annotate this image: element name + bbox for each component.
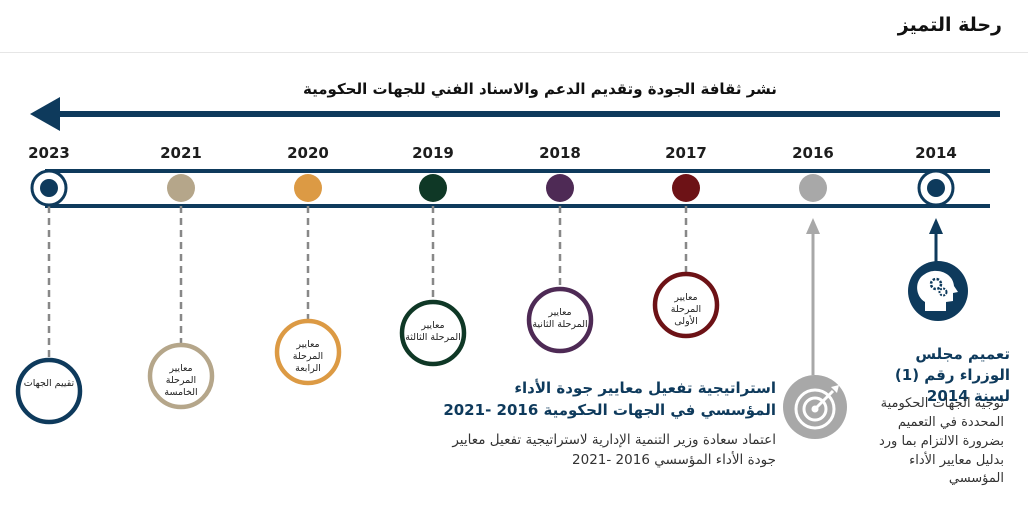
timeline-node-core [927,179,945,197]
year-label: 2021 [160,144,202,162]
banner-text: نشر ثقافة الجودة وتقديم الدعم والاسناد ا… [303,80,777,98]
timeline-node [799,174,827,202]
timeline-rail-bottom [45,204,990,208]
phase-label: معايير المرحلة الأولى [670,292,702,327]
milestone-2014-title: تعميم مجلس الوزراء رقم (1) لسنة 2014 [894,345,1010,405]
phase-circle [147,342,215,410]
target-icon [783,375,847,439]
milestone-2016-text: اعتماد سعادة وزير التنمية الإدارية لاستر… [452,432,776,469]
timeline-node-core [40,179,58,197]
year-label: 2023 [28,144,70,162]
year-label: 2019 [412,144,454,162]
year-label: 2014 [915,144,957,162]
phase-label: معايير المرحلة الثانية [532,307,588,330]
milestone-2014-text: توجيه الجهات الحكومية المحددة في التعميم… [878,396,1004,487]
head-gears-icon [908,261,968,321]
phase-label: معايير المرحلة الثالثة [405,320,461,343]
timeline-rail-top [45,169,990,173]
milestone-2016-title: استراتيجية تفعيل معايير جودة الأداء المؤ… [443,379,776,419]
timeline-node [167,174,195,202]
phase-circle [526,286,594,354]
phase-circle [399,299,467,367]
phase-circle [652,271,720,339]
phase-circle [15,357,83,425]
header-divider [0,52,1028,53]
banner-arrow-shaft [55,111,1000,117]
phase-label: معايير المرحلة الرابعة [292,339,324,374]
arrow-up-icon [806,218,820,234]
timeline-node [672,174,700,202]
timeline-node [419,174,447,202]
page-title: رحلة التميز [897,14,1002,36]
year-label: 2017 [665,144,707,162]
year-label: 2016 [792,144,834,162]
year-label: 2020 [287,144,329,162]
phase-label: معايير المرحلة الخامسة [164,363,198,398]
year-label: 2018 [539,144,581,162]
phase-circle [274,318,342,386]
timeline-node [294,174,322,202]
timeline-node [546,174,574,202]
arrow-up-icon [929,218,943,234]
phase-label: تقييم الجهات [23,378,75,389]
arrow-left-icon [30,97,60,131]
